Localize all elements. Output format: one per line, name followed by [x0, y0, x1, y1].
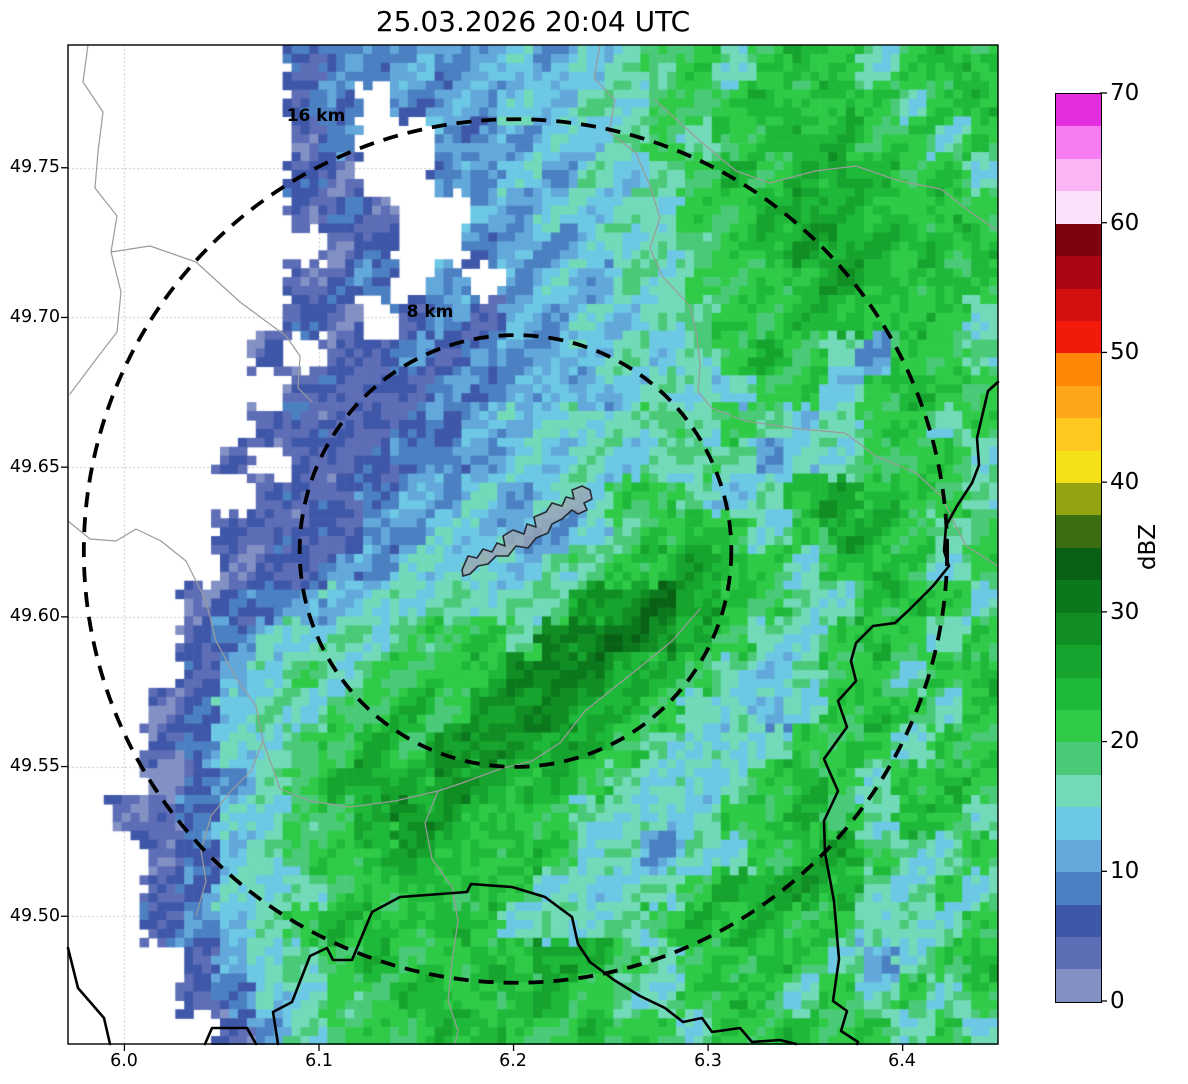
colorbar-tick-label: 0 — [1110, 988, 1125, 1014]
colorbar-segment — [1056, 872, 1101, 905]
colorbar-segment — [1056, 612, 1101, 646]
y-tick-label: 49.65 — [9, 457, 60, 477]
colorbar-segment — [1056, 904, 1101, 937]
colorbar — [1055, 93, 1102, 1003]
colorbar-tick-label: 70 — [1110, 80, 1140, 106]
colorbar-segment — [1056, 450, 1101, 484]
colorbar-segment — [1056, 385, 1101, 419]
colorbar-segment — [1056, 936, 1101, 970]
y-tick-label: 49.70 — [9, 307, 60, 327]
colorbar-segment — [1056, 774, 1101, 808]
x-tick-label: 6.1 — [305, 1051, 333, 1071]
x-tick-label: 6.3 — [694, 1051, 722, 1071]
radar-heatmap-canvas — [68, 45, 998, 1045]
x-tick-label: 6.4 — [888, 1051, 916, 1071]
x-tick-label: 6.2 — [499, 1051, 527, 1071]
colorbar-tick-label: 30 — [1110, 599, 1140, 625]
range-ring-label-16km: 16 km — [286, 106, 346, 126]
colorbar-segment — [1056, 288, 1101, 321]
colorbar-segment — [1056, 94, 1101, 127]
colorbar-segment — [1056, 320, 1101, 354]
colorbar-segment — [1056, 126, 1101, 159]
colorbar-segment — [1056, 839, 1101, 873]
colorbar-tick-label: 10 — [1110, 858, 1140, 884]
colorbar-tick-label: 20 — [1110, 728, 1140, 754]
x-tick-label: 6.0 — [110, 1051, 138, 1071]
colorbar-axis-label: dBZ — [1135, 523, 1161, 571]
colorbar-segment — [1056, 645, 1101, 678]
y-tick-label: 49.55 — [9, 756, 60, 776]
colorbar-segment — [1056, 710, 1101, 743]
colorbar-segment — [1056, 191, 1101, 224]
y-tick-label: 49.60 — [9, 606, 60, 626]
colorbar-segment — [1056, 418, 1101, 451]
colorbar-segment — [1056, 580, 1101, 613]
colorbar-segment — [1056, 677, 1101, 711]
colorbar-segment — [1056, 515, 1101, 548]
y-tick-label: 49.75 — [9, 157, 60, 177]
y-tick-label: 49.50 — [9, 906, 60, 926]
colorbar-segment — [1056, 547, 1101, 581]
colorbar-segment — [1056, 807, 1101, 840]
colorbar-segment — [1056, 969, 1101, 1002]
plot-title: 25.03.2026 20:04 UTC — [375, 5, 691, 38]
colorbar-segment — [1056, 158, 1101, 192]
colorbar-segment — [1056, 353, 1101, 386]
colorbar-segment — [1056, 742, 1101, 775]
colorbar-segment — [1056, 223, 1101, 257]
colorbar-tick-label: 40 — [1110, 469, 1140, 495]
colorbar-tick-label: 60 — [1110, 210, 1140, 236]
colorbar-segment — [1056, 256, 1101, 289]
colorbar-segment — [1056, 483, 1101, 516]
colorbar-tick-label: 50 — [1110, 339, 1140, 365]
range-ring-label-8km: 8 km — [406, 302, 454, 322]
